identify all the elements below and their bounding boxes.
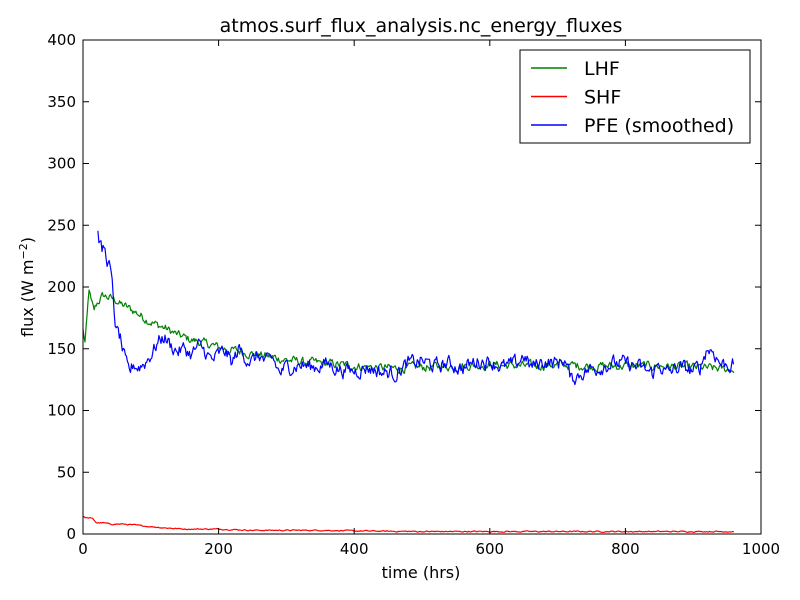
x-axis-title: time (hrs) (382, 563, 461, 582)
y-axis-title-text: flux (W m (18, 259, 37, 337)
y-tick-label: 50 (57, 463, 76, 481)
y-tick-label: 350 (47, 93, 76, 111)
legend-entries: LHF SHF PFE (smoothed) (531, 58, 734, 137)
x-tick-label: 800 (611, 540, 640, 558)
y-tick-label: 400 (47, 31, 76, 49)
x-tick-label: 200 (204, 540, 233, 558)
y-axis-title-exponent: −2 (17, 243, 30, 259)
y-tick-label: 0 (66, 525, 76, 543)
x-tick-label: 0 (78, 540, 88, 558)
y-axis-title: flux (W m−2) (17, 237, 37, 337)
y-axis-title-close: ) (18, 237, 37, 243)
y-axis: 0 50 100 150 200 250 300 350 400 (47, 31, 761, 543)
x-tick-label: 600 (475, 540, 504, 558)
y-tick-label: 150 (47, 340, 76, 358)
chart-title: atmos.surf_flux_analysis.nc_energy_fluxe… (220, 15, 623, 37)
series-line-pfe-smoothed (97, 230, 735, 386)
x-axis: 0 200 400 600 800 1000 (78, 40, 780, 558)
y-tick-label: 200 (47, 278, 76, 296)
legend-label: SHF (584, 87, 621, 109)
y-tick-label: 300 (47, 155, 76, 173)
y-tick-label: 100 (47, 402, 76, 420)
y-tick-label: 250 (47, 216, 76, 234)
legend-label: PFE (smoothed) (584, 115, 734, 137)
legend: LHF SHF PFE (smoothed) (519, 49, 751, 144)
x-tick-label: 1000 (742, 540, 780, 558)
x-tick-label: 400 (340, 540, 369, 558)
legend-label: LHF (584, 58, 620, 80)
